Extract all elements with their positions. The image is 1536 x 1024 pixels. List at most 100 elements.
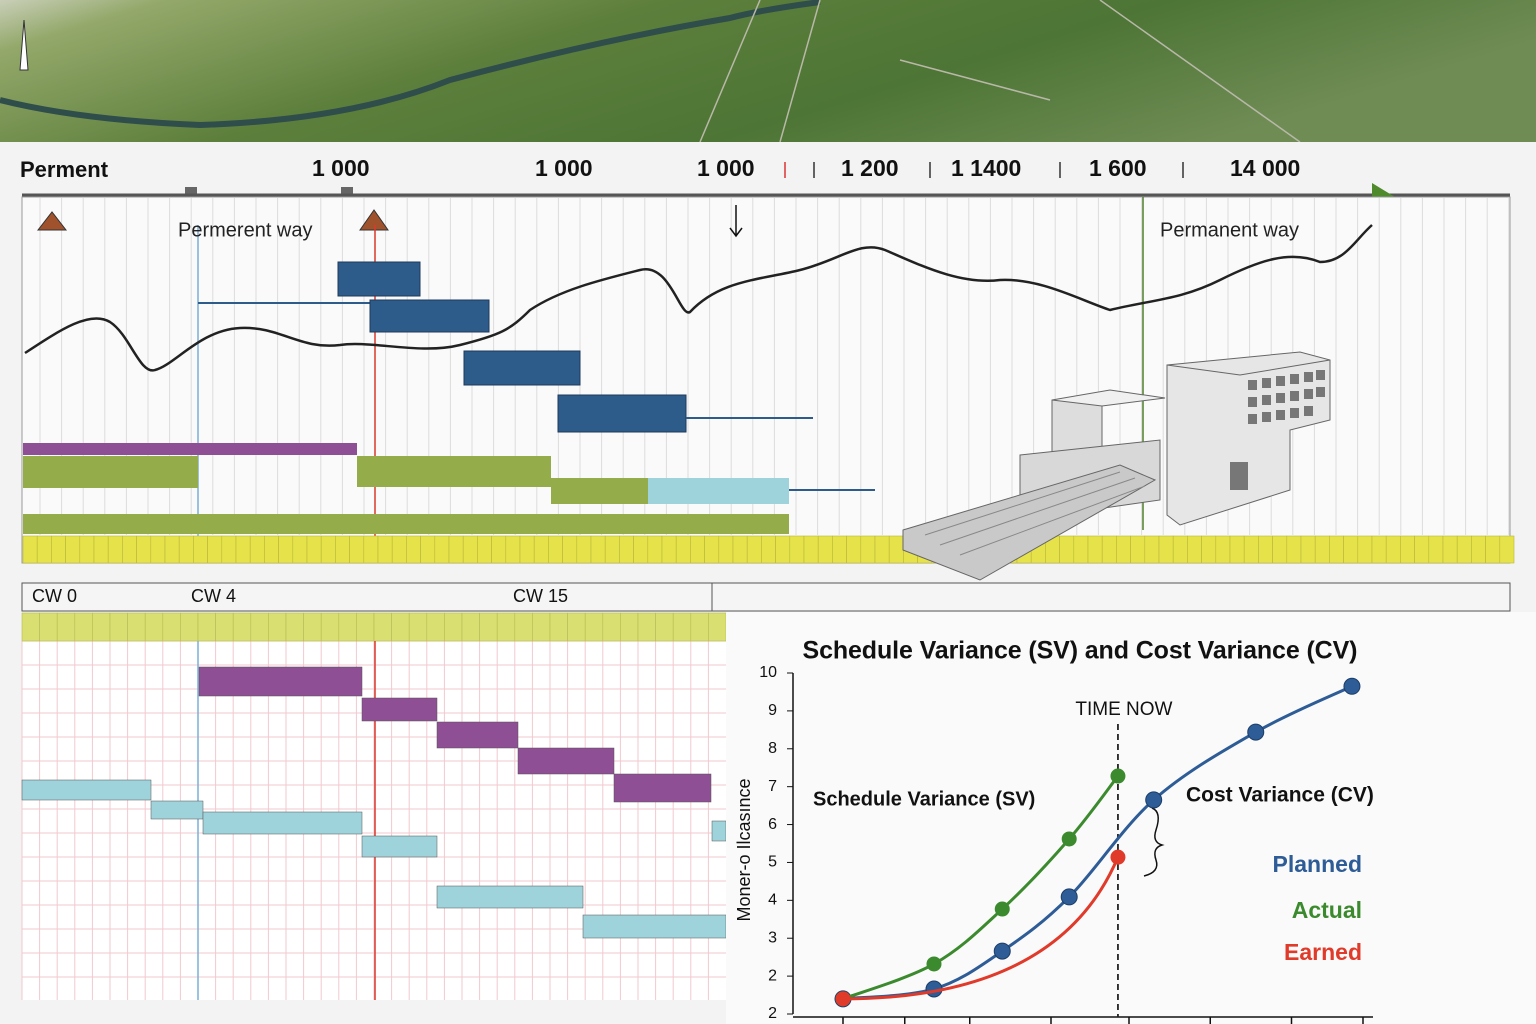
task-bar xyxy=(648,478,789,504)
task-bar xyxy=(517,747,615,775)
task-bar xyxy=(198,666,363,697)
strip-cell xyxy=(74,612,93,642)
strip-cell xyxy=(420,535,436,564)
data-point xyxy=(993,942,1011,960)
strip-cell xyxy=(207,535,223,564)
yellow-strip xyxy=(21,612,727,642)
strip-cell xyxy=(107,535,123,564)
series-line xyxy=(842,856,1120,1001)
data-point xyxy=(1110,768,1126,784)
strip-cell xyxy=(708,612,727,642)
strip-cell xyxy=(92,612,111,642)
strip-cell xyxy=(164,535,180,564)
ruler-label: 1 000 xyxy=(697,155,755,181)
strip-cell xyxy=(549,612,568,642)
week-label: CW 15 xyxy=(513,586,568,606)
strip-cell xyxy=(249,535,265,564)
strip-cell xyxy=(1499,535,1515,564)
week-label: CW 4 xyxy=(191,586,236,606)
strip-cell xyxy=(633,535,649,564)
strip-cell xyxy=(178,535,194,564)
strip-cell xyxy=(22,535,38,564)
y-tick-label: 8 xyxy=(768,740,777,757)
task-bar xyxy=(436,721,519,749)
strip-cell xyxy=(391,535,407,564)
strip-cell xyxy=(1144,535,1160,564)
strip-cell xyxy=(1385,535,1401,564)
milestone xyxy=(359,209,389,231)
y-tick-label: 3 xyxy=(768,929,777,946)
strip-cell xyxy=(602,612,621,642)
strip-cell xyxy=(426,612,445,642)
strip-cell xyxy=(1158,535,1174,564)
chart-panel xyxy=(726,612,1536,1024)
strip-cell xyxy=(690,612,709,642)
strip-cell xyxy=(519,535,535,564)
strip-cell xyxy=(1414,535,1430,564)
strip-cell xyxy=(180,612,199,642)
ruler-label: 1 000 xyxy=(312,155,370,181)
data-point xyxy=(1110,849,1126,865)
task-bar xyxy=(357,456,551,487)
map-banner xyxy=(0,0,1536,142)
strip-cell xyxy=(672,612,692,642)
strip-cell xyxy=(197,612,216,642)
strip-cell xyxy=(690,535,705,564)
strip-cell xyxy=(285,612,304,642)
strip-cell xyxy=(193,535,208,564)
strip-cell xyxy=(278,535,294,564)
north-arrow xyxy=(19,19,29,71)
ruler-handle xyxy=(341,187,353,195)
task-bar xyxy=(337,261,421,297)
strip-cell xyxy=(268,612,287,642)
task-bar xyxy=(23,456,198,488)
strip-cell xyxy=(817,535,833,564)
ruler-label: 1 000 xyxy=(535,155,593,181)
strip-cell xyxy=(1101,535,1117,564)
strip-cell xyxy=(320,535,336,564)
strip-cell xyxy=(338,612,357,642)
brace xyxy=(1143,807,1165,877)
y-tick-label: 6 xyxy=(768,816,777,833)
data-point xyxy=(1061,831,1077,847)
annotation: Cost Variance (CV) xyxy=(1186,784,1374,807)
task-bar xyxy=(711,820,727,842)
strip-cell xyxy=(56,612,76,642)
y-tick-label: 10 xyxy=(759,664,777,681)
annotation: Permerent way xyxy=(178,219,313,241)
strip-cell xyxy=(356,612,375,642)
week-header xyxy=(21,582,1511,612)
building xyxy=(902,351,1331,581)
strip-cell xyxy=(789,535,805,564)
strip-cell xyxy=(496,612,516,642)
strip-cell xyxy=(874,535,890,564)
strip-cell xyxy=(65,535,81,564)
strip-cell xyxy=(775,535,791,564)
strip-cell xyxy=(264,535,279,564)
strip-cell xyxy=(109,612,128,642)
strip-cell xyxy=(661,535,677,564)
strip-cell xyxy=(1172,535,1188,564)
strip-cell xyxy=(221,535,237,564)
y-tick-label: 5 xyxy=(768,854,777,871)
strip-cell xyxy=(232,612,252,642)
task-bars xyxy=(23,261,875,534)
strip-cell xyxy=(1456,535,1472,564)
ruler-label: 1 1400 xyxy=(951,155,1021,181)
strip-cell xyxy=(1187,535,1202,564)
strip-cell xyxy=(21,612,40,642)
ruler-title: Perment xyxy=(20,157,109,182)
strip-cell xyxy=(1215,535,1231,564)
strip-cell xyxy=(1428,535,1444,564)
strip-cell xyxy=(1087,535,1103,564)
strip-cell xyxy=(1357,535,1373,564)
strip-cell xyxy=(604,535,620,564)
strip-cell xyxy=(562,535,578,564)
chart-title: Schedule Variance (SV) and Cost Variance… xyxy=(803,637,1358,665)
strip-cell xyxy=(434,535,450,564)
strip-cell xyxy=(1329,535,1344,564)
strip-cell xyxy=(532,612,551,642)
milestone xyxy=(36,211,68,231)
